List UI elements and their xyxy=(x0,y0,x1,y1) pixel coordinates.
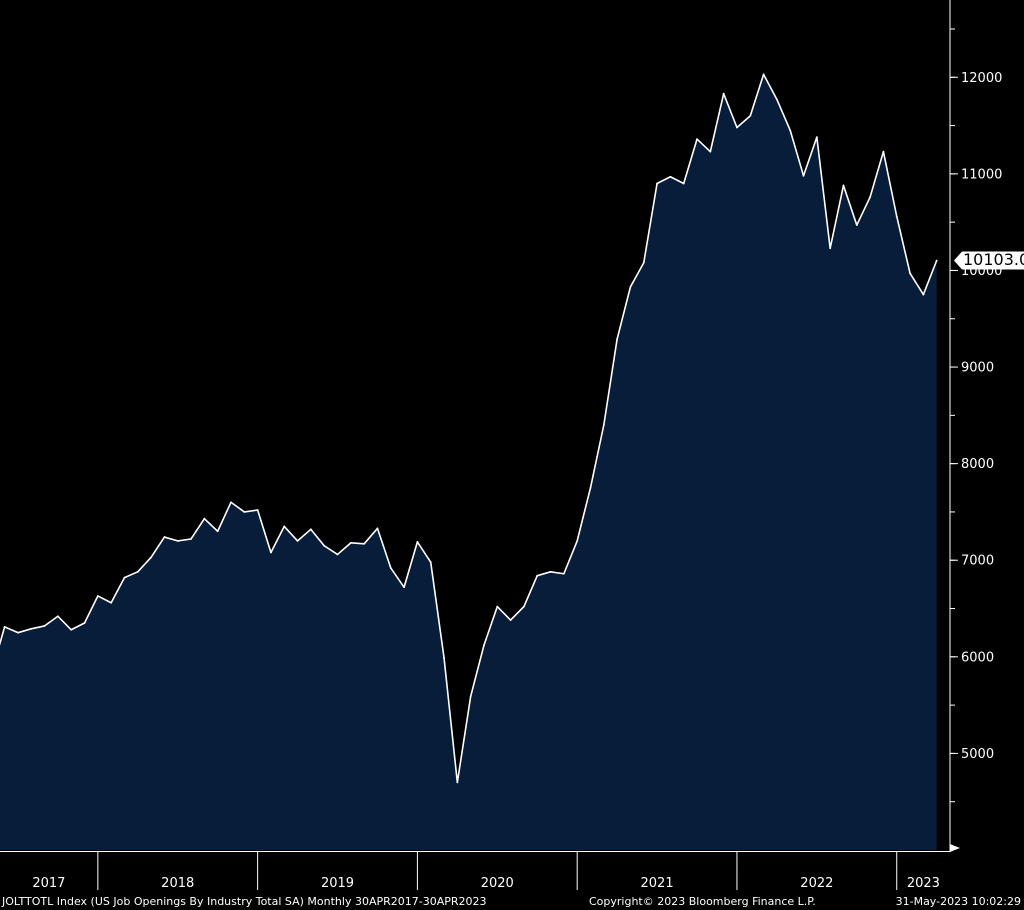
data-point-2017-10 xyxy=(56,615,59,618)
data-point-2023-02 xyxy=(909,272,911,275)
data-point-2023-03 xyxy=(922,293,925,296)
data-point-2019-06 xyxy=(323,544,326,547)
last-value-text: 10103.00 xyxy=(963,250,1024,269)
y-axis-arrow xyxy=(950,844,960,852)
data-point-2020-08 xyxy=(509,619,512,622)
data-point-2020-11 xyxy=(549,570,552,573)
data-point-2017-11 xyxy=(70,628,73,631)
data-point-2017-09 xyxy=(43,625,46,627)
data-point-2022-06 xyxy=(802,174,805,177)
data-point-2018-04 xyxy=(136,570,139,573)
y-tick-label: 6000 xyxy=(961,650,994,665)
data-point-2019-09 xyxy=(363,542,366,545)
x-tick-label: 2022 xyxy=(800,876,833,891)
data-point-2019-04 xyxy=(296,540,299,542)
data-point-2018-11 xyxy=(230,501,232,504)
data-point-2022-04 xyxy=(776,98,778,101)
data-point-2018-06 xyxy=(163,536,166,538)
x-tick-label: 2017 xyxy=(32,876,65,891)
x-tick-label: 2023 xyxy=(907,876,940,891)
data-point-2022-07 xyxy=(815,136,818,139)
data-point-2019-12 xyxy=(403,586,405,589)
data-point-2018-03 xyxy=(123,576,126,579)
data-point-2022-01 xyxy=(736,126,738,129)
data-point-2021-10 xyxy=(696,138,698,140)
area-layer xyxy=(0,73,938,850)
data-point-2021-05 xyxy=(629,285,632,288)
x-tick-label: 2019 xyxy=(321,876,354,891)
data-point-2017-07 xyxy=(17,631,19,634)
data-point-2022-12 xyxy=(882,150,885,153)
data-point-2020-02 xyxy=(429,561,432,564)
data-point-2018-10 xyxy=(216,530,219,533)
data-point-2022-09 xyxy=(842,184,845,187)
data-point-2022-05 xyxy=(789,129,792,132)
data-point-2021-12 xyxy=(722,92,725,95)
data-point-2021-09 xyxy=(682,182,685,185)
last-value-box xyxy=(954,251,1024,270)
data-point-2019-07 xyxy=(336,553,339,556)
data-point-2020-03 xyxy=(443,656,445,659)
data-point-2018-05 xyxy=(150,556,153,559)
data-point-2022-11 xyxy=(869,196,872,198)
footer-timestamp: 31-May-2023 10:02:29 xyxy=(896,895,1021,908)
data-point-2018-02 xyxy=(110,601,113,604)
data-point-2023-01 xyxy=(895,215,898,218)
data-point-2021-03 xyxy=(602,424,605,426)
data-point-2019-10 xyxy=(376,527,379,530)
y-tick-label: 11000 xyxy=(961,167,1002,182)
data-point-2022-02 xyxy=(749,115,752,117)
data-point-2020-09 xyxy=(523,605,525,608)
data-point-2017-12 xyxy=(83,622,86,624)
data-point-2019-01 xyxy=(256,509,259,511)
data-point-2018-01 xyxy=(96,595,99,597)
data-point-2018-09 xyxy=(203,517,206,520)
y-tick-label: 5000 xyxy=(961,747,994,762)
data-point-2019-05 xyxy=(309,528,312,531)
data-point-2020-10 xyxy=(536,574,539,577)
last-value-marker: 10103.00 xyxy=(954,250,1024,270)
data-point-2021-01 xyxy=(576,540,579,542)
x-tick-label: 2020 xyxy=(481,876,514,891)
data-point-2018-07 xyxy=(176,540,179,542)
y-tick-label: 7000 xyxy=(961,554,994,569)
footer: JOLTTOTL Index (US Job Openings By Indus… xyxy=(1,895,1021,908)
data-point-2018-08 xyxy=(190,538,192,540)
data-point-2022-03 xyxy=(762,73,765,76)
data-point-2021-06 xyxy=(642,261,645,264)
series-area xyxy=(0,74,937,850)
x-tick-label: 2021 xyxy=(641,876,674,891)
data-point-2020-04 xyxy=(456,781,459,784)
data-point-2018-12 xyxy=(243,511,246,513)
footer-copyright: Copyright© 2023 Bloomberg Finance L.P. xyxy=(589,895,816,908)
data-point-2020-01 xyxy=(416,540,419,543)
data-point-2020-12 xyxy=(562,572,565,575)
data-point-2020-06 xyxy=(483,644,485,647)
data-point-2021-08 xyxy=(669,175,672,178)
data-point-2022-08 xyxy=(829,247,832,250)
data-point-2020-05 xyxy=(469,695,472,698)
data-point-2019-08 xyxy=(349,541,352,544)
x-tick-label: 2018 xyxy=(161,876,194,891)
data-point-2019-11 xyxy=(389,567,392,569)
data-point-2021-07 xyxy=(656,182,658,185)
data-point-2017-06 xyxy=(3,625,6,628)
footer-description: JOLTTOTL Index (US Job Openings By Indus… xyxy=(1,895,487,908)
y-tick-label: 8000 xyxy=(961,457,994,472)
x-axis: 2017 2018 2019 2020 2021 2022 2023 xyxy=(0,851,950,891)
data-point-2021-11 xyxy=(709,150,712,153)
data-point-2017-08 xyxy=(30,627,33,630)
data-point-2020-07 xyxy=(496,605,499,608)
data-point-2019-03 xyxy=(283,525,286,528)
data-point-2019-02 xyxy=(270,551,272,554)
data-point-2023-04 xyxy=(935,259,938,262)
data-point-2022-10 xyxy=(855,224,858,226)
data-point-2021-04 xyxy=(616,338,619,340)
y-tick-label: 12000 xyxy=(961,71,1002,86)
y-tick-label: 9000 xyxy=(961,361,994,376)
data-point-2021-02 xyxy=(589,486,592,489)
